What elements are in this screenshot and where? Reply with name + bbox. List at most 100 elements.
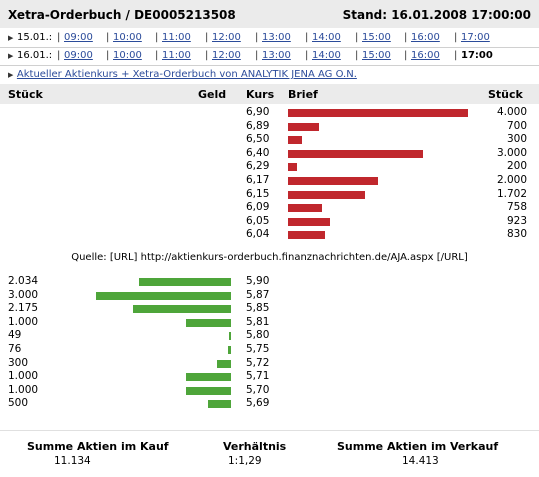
separator: |: [57, 32, 61, 43]
separator: |: [106, 32, 110, 43]
separator: |: [255, 50, 259, 61]
geld-bar: [133, 305, 231, 314]
page-title: Xetra-Orderbuch / DE0005213508: [8, 8, 236, 22]
time-link-1000[interactable]: 10:00: [113, 50, 142, 61]
brief-bar: [288, 163, 297, 172]
geld-kurs: 5,80: [246, 329, 270, 342]
geld-stueck: 500: [8, 397, 29, 410]
divider: [0, 65, 539, 66]
brief-stueck: 1.702: [496, 187, 527, 200]
time-link-1500[interactable]: 15:00: [362, 32, 391, 43]
summe-kauf-value: 11.134: [54, 455, 91, 467]
time-link-1200[interactable]: 12:00: [212, 50, 241, 61]
time-link-1500[interactable]: 15:00: [362, 50, 391, 61]
date-label: 15.01.:: [17, 32, 53, 43]
time-link-1100[interactable]: 11:00: [162, 32, 191, 43]
time-link-1400[interactable]: 14:00: [312, 32, 341, 43]
geld-kurs: 5,81: [246, 315, 270, 328]
geld-bar: [96, 291, 231, 300]
column-stueck-right: Stück: [488, 88, 523, 101]
geld-bar: [186, 373, 231, 382]
separator: |: [205, 32, 209, 43]
divider: [0, 47, 539, 48]
brief-bar: [288, 122, 319, 131]
brief-kurs: 6,29: [246, 160, 270, 173]
divider: [0, 430, 539, 431]
separator: |: [355, 32, 359, 43]
brief-kurs: 6,05: [246, 214, 270, 227]
geld-kurs: 5,71: [246, 370, 270, 383]
separator: |: [305, 50, 309, 61]
brief-kurs: 6,09: [246, 201, 270, 214]
separator: |: [454, 32, 458, 43]
geld-stueck: 49: [8, 329, 22, 342]
time-link-1700[interactable]: 17:00: [461, 32, 490, 43]
time-row-1601: ▶ 16.01.: 09:00 | 10:00 | 11:00 | 12:00 | 13:00 | 14…: [0, 48, 539, 65]
time-link-0900[interactable]: 09:00: [64, 32, 93, 43]
separator: |: [404, 50, 408, 61]
geld-bar: [186, 386, 231, 395]
geld-stueck: 2.175: [8, 302, 39, 315]
separator: |: [255, 32, 259, 43]
brief-bar: [288, 136, 302, 145]
summe-kauf-label: Summe Aktien im Kauf: [27, 440, 169, 453]
verhaeltnis-value: 1:1,29: [228, 455, 262, 467]
date-label: 16.01.:: [17, 50, 53, 61]
time-link-1100[interactable]: 11:00: [162, 50, 191, 61]
time-link-1000[interactable]: 10:00: [113, 32, 142, 43]
time-link-1300[interactable]: 13:00: [262, 32, 291, 43]
separator: |: [106, 50, 110, 61]
column-stueck-left: Stück: [8, 88, 43, 101]
geld-kurs: 5,90: [246, 275, 270, 287]
geld-stueck: 1.000: [8, 315, 39, 328]
brief-stueck: 923: [506, 214, 527, 227]
column-brief: Brief: [288, 88, 318, 101]
geld-kurs: 5,87: [246, 288, 270, 301]
triangle-right-icon: ▶: [8, 34, 14, 42]
brief-stueck: 2.000: [496, 174, 527, 186]
geld-stueck: 1.000: [8, 383, 39, 396]
geld-bar: [228, 346, 231, 354]
brief-kurs: 6,50: [246, 133, 270, 146]
time-link-1300[interactable]: 13:00: [262, 50, 291, 61]
separator: |: [205, 50, 209, 61]
brief-bar: [288, 109, 468, 117]
time-link-1600[interactable]: 16:00: [411, 50, 440, 61]
column-geld: Geld: [198, 88, 227, 101]
source-note: Quelle: [URL] http://aktienkurs-orderbuc…: [71, 252, 468, 263]
column-kurs: Kurs: [246, 88, 275, 101]
brief-stueck: 300: [506, 133, 527, 146]
aktuell-row: ▶ Aktueller Aktienkurs + Xetra-Orderbuch…: [8, 67, 357, 80]
separator: |: [155, 50, 159, 61]
geld-kurs: 5,69: [246, 397, 270, 410]
time-link-1400[interactable]: 14:00: [312, 50, 341, 61]
geld-bar: [208, 400, 231, 409]
brief-stueck: 758: [506, 201, 527, 214]
separator: |: [57, 50, 61, 61]
geld-kurs: 5,85: [246, 302, 270, 315]
time-row-1501: ▶ 15.01.: 09:00 | 10:00 | 11:00 | 12:00 | 13:00 | 14…: [0, 30, 539, 47]
time-link-1600[interactable]: 16:00: [411, 32, 440, 43]
triangle-right-icon: ▶: [8, 52, 14, 60]
geld-stueck: 3.000: [8, 288, 39, 301]
aktueller-aktienkurs-link[interactable]: Aktueller Aktienkurs + Xetra-Orderbuch v…: [16, 69, 357, 80]
timestamp-stand: Stand: 16.01.2008 17:00:00: [342, 8, 531, 22]
geld-bar: [139, 278, 231, 286]
brief-kurs: 6,04: [246, 228, 270, 241]
verhaeltnis-label: Verhältnis: [223, 440, 287, 453]
geld-stueck: 76: [8, 343, 22, 355]
geld-kurs: 5,70: [246, 383, 270, 396]
geld-stueck: 2.034: [8, 275, 39, 287]
separator: |: [454, 50, 458, 61]
column-header-row: Stück Geld Kurs Brief Stück: [0, 84, 539, 104]
geld-kurs: 5,72: [246, 356, 270, 369]
brief-stueck: 200: [506, 160, 527, 173]
time-link-1200[interactable]: 12:00: [212, 32, 241, 43]
brief-kurs: 6,40: [246, 146, 270, 159]
brief-stueck: 830: [506, 228, 527, 241]
separator: |: [355, 50, 359, 61]
brief-kurs: 6,90: [246, 106, 270, 118]
page-header: Xetra-Orderbuch / DE0005213508 Stand: 16…: [0, 0, 539, 28]
brief-bar: [288, 217, 330, 226]
time-link-0900[interactable]: 09:00: [64, 50, 93, 61]
